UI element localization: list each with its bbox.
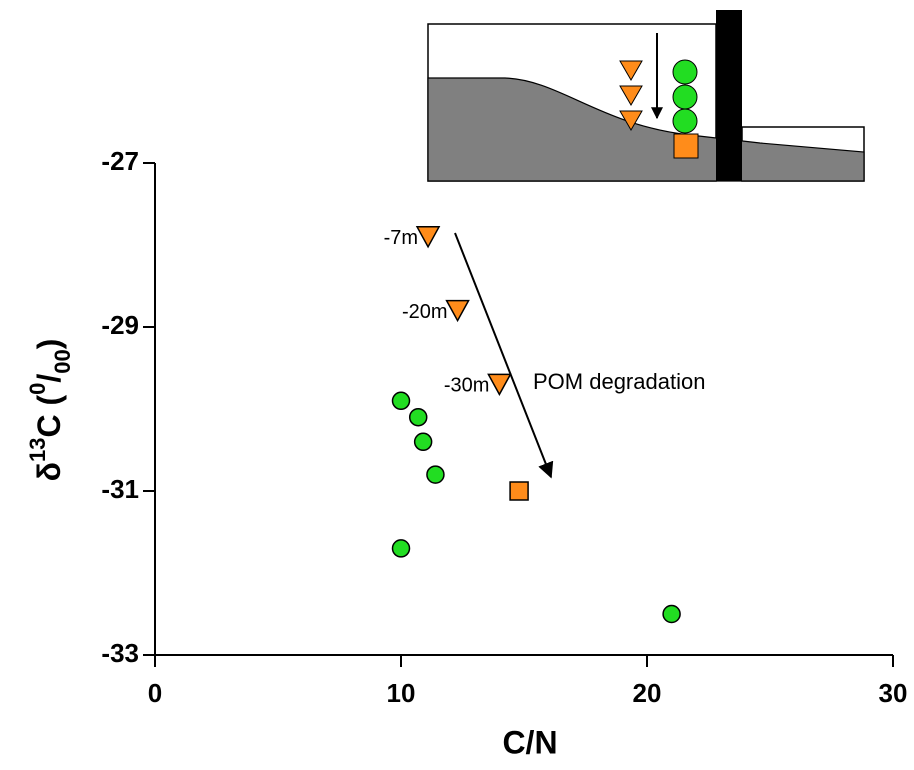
y-axis-title-part: ) [31,339,67,350]
y-axis-title-part: 0 [25,383,50,395]
annotation: POM degradation [533,369,705,394]
inset-diagram [427,10,865,182]
x-tick-label: 20 [633,678,662,708]
point-label: -30m [444,375,490,397]
triangle-point [445,299,470,323]
y-axis-title-part: / [31,374,67,383]
point-label: -20m [402,301,448,323]
y-tick-label: -31 [101,474,139,504]
x-tick-label: 10 [387,678,416,708]
triangle-point [415,226,441,249]
y-axis-title-part: δ [31,462,67,481]
x-tick-label: 30 [879,678,908,708]
y-axis-title: δ13C (0/00) [25,339,75,482]
circle-point [413,432,433,452]
triangle-point [487,373,512,396]
x-axis-title: C/N [502,724,557,760]
y-axis-title-part: 00 [50,349,75,373]
circle-point [408,407,428,427]
square-point [509,481,529,501]
y-axis-title-part: 13 [25,438,50,462]
circle-point [391,539,411,558]
y-tick-label: -29 [101,310,139,340]
y-tick-label: -27 [101,146,139,176]
circle-point [426,465,445,484]
y-axis-title-part: C ( [31,395,67,438]
y-tick-label: -33 [101,638,139,668]
trend-arrow [454,232,554,479]
circle-point [662,604,681,624]
circle-point [391,391,411,411]
x-tick-label: 0 [148,678,162,708]
point-label: -7m [384,227,418,249]
